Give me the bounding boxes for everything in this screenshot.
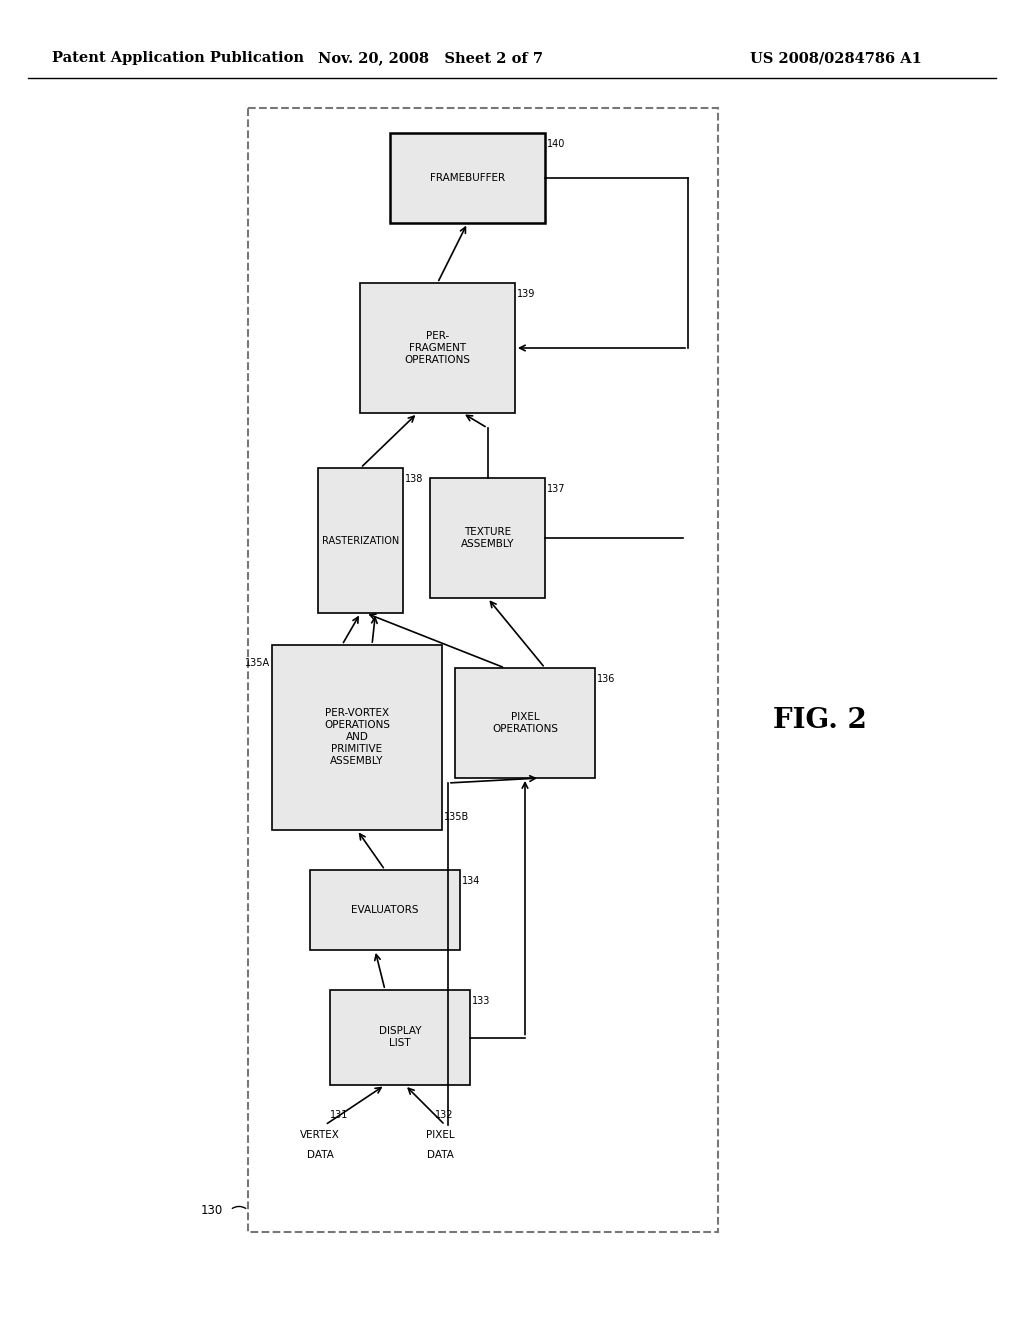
Text: 136: 136	[597, 675, 615, 684]
Text: 134: 134	[462, 876, 480, 886]
Text: PIXEL: PIXEL	[426, 1130, 455, 1140]
Bar	[455, 668, 595, 777]
Bar	[272, 645, 442, 830]
Text: PER-
FRAGMENT
OPERATIONS: PER- FRAGMENT OPERATIONS	[404, 331, 470, 366]
Text: 131: 131	[330, 1110, 348, 1119]
Text: EVALUATORS: EVALUATORS	[351, 906, 419, 915]
Text: 137: 137	[547, 484, 565, 494]
Bar	[310, 870, 460, 950]
Text: DATA: DATA	[306, 1150, 334, 1160]
Text: FRAMEBUFFER: FRAMEBUFFER	[430, 173, 505, 183]
Text: 132: 132	[435, 1110, 454, 1119]
Text: 135B: 135B	[444, 812, 469, 822]
Text: 133: 133	[472, 997, 490, 1006]
Text: DATA: DATA	[427, 1150, 454, 1160]
Text: US 2008/0284786 A1: US 2008/0284786 A1	[750, 51, 922, 65]
Text: 140: 140	[547, 139, 565, 149]
Bar	[430, 478, 545, 598]
Text: FIG. 2: FIG. 2	[773, 706, 867, 734]
Text: PIXEL
OPERATIONS: PIXEL OPERATIONS	[492, 711, 558, 734]
Text: RASTERIZATION: RASTERIZATION	[322, 536, 399, 545]
Text: 135A: 135A	[245, 657, 270, 668]
Text: DISPLAY
LIST: DISPLAY LIST	[379, 1027, 421, 1048]
Bar	[330, 990, 470, 1085]
Text: Patent Application Publication: Patent Application Publication	[52, 51, 304, 65]
Text: Nov. 20, 2008   Sheet 2 of 7: Nov. 20, 2008 Sheet 2 of 7	[317, 51, 543, 65]
Text: 139: 139	[517, 289, 536, 300]
Text: PER-VORTEX
OPERATIONS
AND
PRIMITIVE
ASSEMBLY: PER-VORTEX OPERATIONS AND PRIMITIVE ASSE…	[324, 709, 390, 767]
Bar	[360, 282, 515, 413]
Bar	[318, 469, 403, 612]
Text: VERTEX: VERTEX	[300, 1130, 340, 1140]
Text: 130: 130	[201, 1204, 223, 1217]
Bar	[248, 108, 718, 1232]
Text: 138: 138	[406, 474, 423, 484]
Text: TEXTURE
ASSEMBLY: TEXTURE ASSEMBLY	[461, 527, 514, 549]
Bar	[390, 133, 545, 223]
